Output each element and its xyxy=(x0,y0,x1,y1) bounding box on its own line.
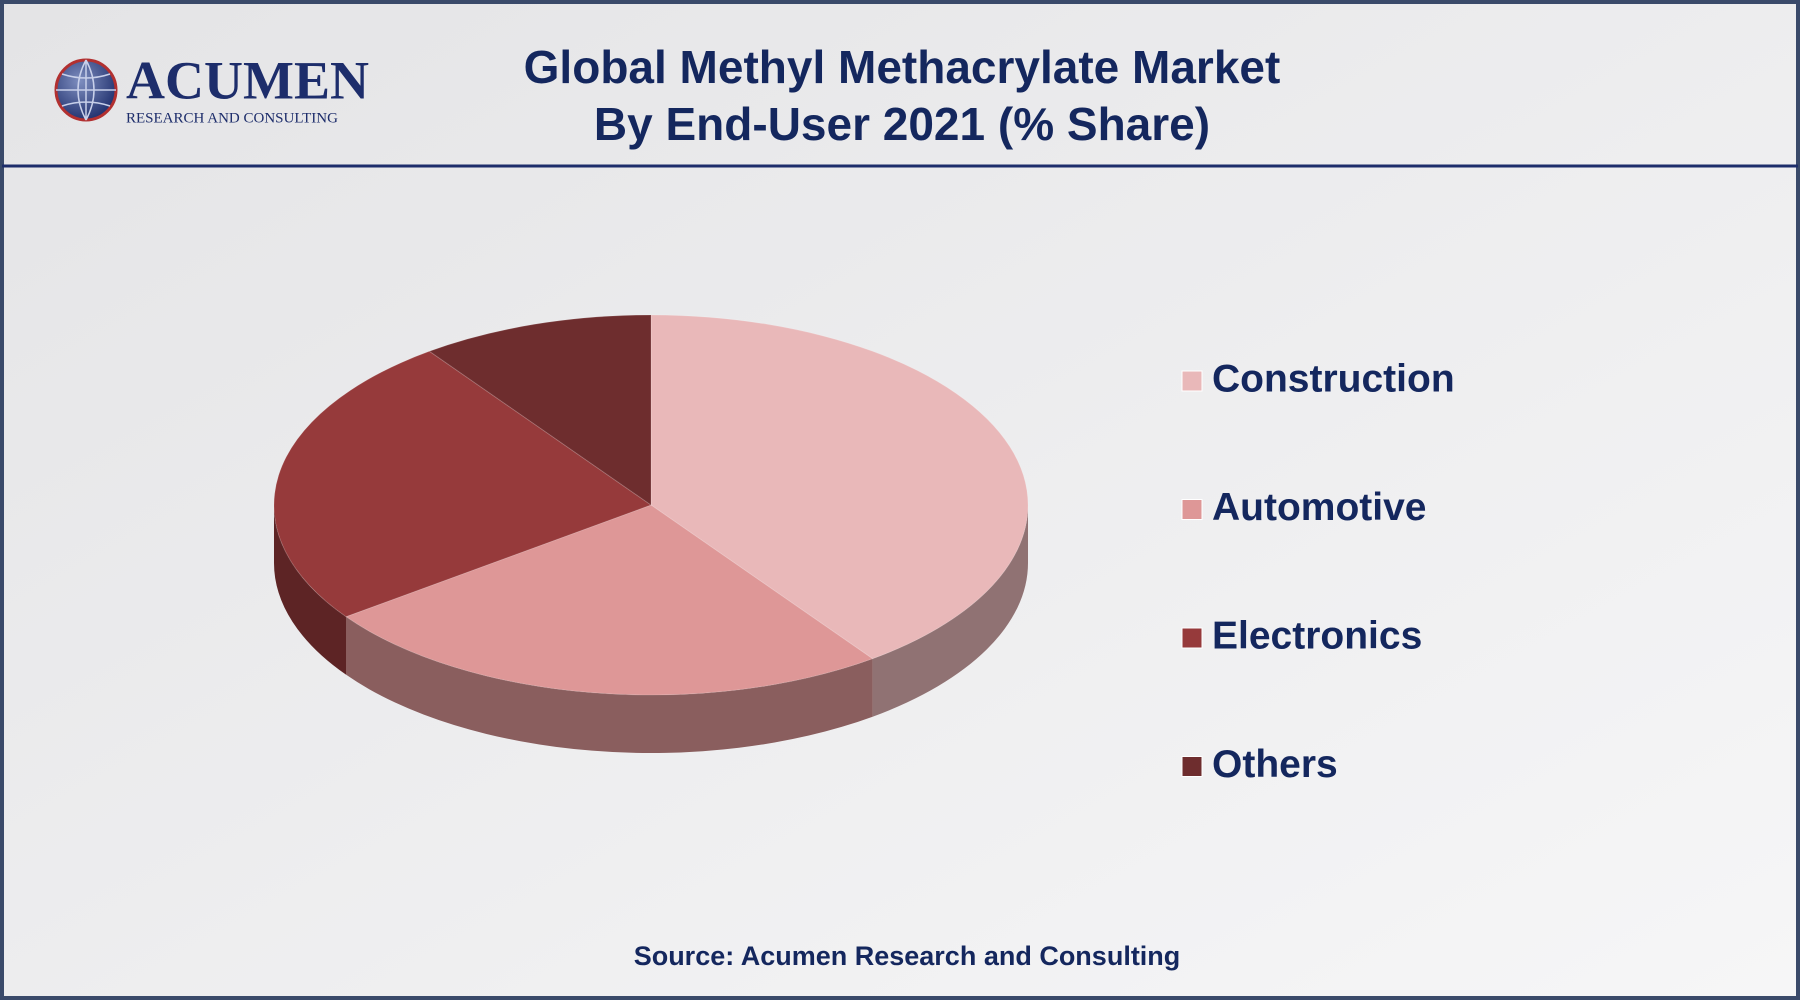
slice xyxy=(650,314,1029,660)
source: Source: Acumen Research and Consulting xyxy=(634,941,1181,971)
slice xyxy=(344,504,874,696)
chart-title: Global Methyl Methacrylate Market xyxy=(524,41,1281,93)
logo: ACUMEN RESEARCH AND CONSULTING xyxy=(54,50,369,126)
pie xyxy=(273,314,1029,754)
chart-subtitle: By End-User 2021 (% Share) xyxy=(594,98,1210,150)
legend-label: Automotive xyxy=(1212,486,1427,529)
legend-swatch xyxy=(1181,499,1203,520)
slice xyxy=(273,350,653,618)
slice-side xyxy=(346,616,873,754)
slice-side xyxy=(274,505,347,675)
legend-swatch xyxy=(1181,756,1203,777)
slice xyxy=(428,314,652,506)
legend-swatch xyxy=(1181,370,1203,392)
legend-label: Others xyxy=(1212,743,1338,786)
legend-label: Construction xyxy=(1212,357,1455,400)
slice-side xyxy=(872,505,1028,717)
logo-grid xyxy=(56,59,116,121)
logo-tagline: RESEARCH AND CONSULTING xyxy=(126,110,338,126)
legend-swatch xyxy=(1181,627,1203,649)
legend-label: Electronics xyxy=(1212,614,1422,657)
logo-name: ACUMEN xyxy=(126,50,369,110)
legend: Construction Automotive Electronics Others xyxy=(1181,357,1455,786)
